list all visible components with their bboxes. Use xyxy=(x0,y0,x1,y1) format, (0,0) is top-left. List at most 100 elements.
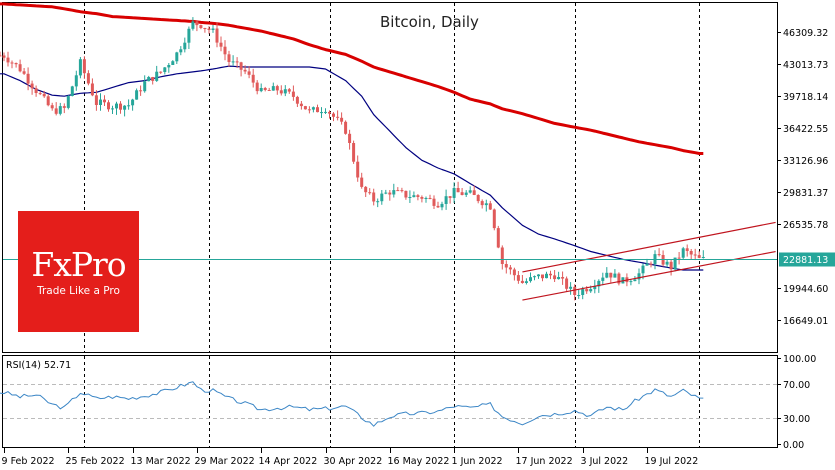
price-tick-label: 29831.37 xyxy=(783,188,828,199)
candle-body xyxy=(456,188,460,193)
candle-body xyxy=(295,96,299,104)
candle-body xyxy=(452,188,456,198)
chart-title: Bitcoin, Daily xyxy=(380,13,479,31)
candle-body xyxy=(332,113,335,117)
rsi-tick-label: 70.00 xyxy=(783,380,810,391)
time-tick-label: 29 Mar 2022 xyxy=(195,456,255,467)
candle-body xyxy=(251,74,255,83)
candle-body xyxy=(259,88,263,92)
candle-body xyxy=(524,281,528,283)
candle-body xyxy=(472,190,476,195)
candle-body xyxy=(82,59,86,74)
candle-body xyxy=(107,102,110,110)
candle-body xyxy=(243,69,247,72)
candle-body xyxy=(384,192,388,194)
candle-body xyxy=(271,86,275,91)
candle-body xyxy=(311,107,315,110)
candle-body xyxy=(512,269,516,276)
rsi-path xyxy=(0,381,704,427)
rsi-tick-label: 100.00 xyxy=(783,354,816,365)
time-tick-label: 14 Apr 2022 xyxy=(259,456,318,467)
candle-body xyxy=(657,254,661,256)
candle-body xyxy=(223,46,227,55)
candle-body xyxy=(649,263,653,265)
fxpro-logo: FxPro Trade Like a Pro xyxy=(18,211,139,332)
candle-body xyxy=(448,196,452,198)
candle-body xyxy=(279,90,283,94)
candle-body xyxy=(388,192,392,195)
candle-body xyxy=(78,59,82,76)
candle-body xyxy=(336,116,340,118)
candle-body xyxy=(468,190,472,193)
candle-body xyxy=(565,278,569,289)
time-tick-label: 13 Mar 2022 xyxy=(131,456,191,467)
candle-body xyxy=(207,28,211,30)
rsi-level-lines xyxy=(3,384,777,419)
candle-body xyxy=(66,96,70,108)
current-price-label: 22881.13 xyxy=(783,255,828,266)
candle-body xyxy=(681,248,685,258)
candle-body xyxy=(70,86,74,96)
candle-body xyxy=(2,55,6,58)
current-price-tag xyxy=(779,252,835,267)
candle-body xyxy=(6,57,10,63)
candle-body xyxy=(597,280,601,287)
candle-body xyxy=(175,52,179,62)
price-tick-label: 36422.55 xyxy=(783,124,828,135)
candle-body xyxy=(187,28,191,43)
candle-body xyxy=(159,71,163,73)
candle-body xyxy=(183,42,187,50)
candle-body xyxy=(396,190,400,192)
price-tick-label: 46309.32 xyxy=(783,28,828,39)
candle-body xyxy=(344,121,348,134)
candle-body xyxy=(689,251,693,255)
time-tick-label: 3 Jul 2022 xyxy=(581,456,629,467)
candle-body xyxy=(119,103,122,110)
candle-body xyxy=(476,195,480,202)
candle-body xyxy=(90,83,94,96)
candle-body xyxy=(320,112,323,114)
candle-body xyxy=(549,273,552,276)
candle-body xyxy=(74,75,78,87)
candle-body xyxy=(299,103,303,107)
rsi-axis: 100.00 70.00 30.00 0.00 xyxy=(777,354,816,451)
candle-body xyxy=(444,196,448,204)
candle-body xyxy=(22,71,26,74)
candle-body xyxy=(231,61,235,63)
candle-body xyxy=(637,273,641,280)
candle-body xyxy=(428,198,432,199)
price-tick-label: 19944.60 xyxy=(783,284,828,295)
candle-body xyxy=(665,261,669,265)
candle-body xyxy=(287,89,291,92)
ma50-path xyxy=(0,65,704,271)
candle-body xyxy=(131,99,135,106)
price-tick-label: 43013.73 xyxy=(783,60,828,71)
candle-body xyxy=(440,203,444,208)
candle-body xyxy=(577,295,581,296)
candle-body xyxy=(697,255,701,258)
price-tick-label: 16649.01 xyxy=(783,316,828,327)
candle-body xyxy=(601,277,605,281)
candle-body xyxy=(62,106,66,108)
candle-body xyxy=(408,197,412,198)
time-tick-label: 17 Jun 2022 xyxy=(516,456,573,467)
candle-body xyxy=(0,55,2,57)
candle-body xyxy=(58,106,62,114)
candle-body xyxy=(139,90,143,92)
candle-body xyxy=(54,108,58,114)
candle-body xyxy=(155,71,159,81)
candle-body xyxy=(247,71,251,75)
time-tick-label: 30 Apr 2022 xyxy=(324,456,383,467)
candle-body xyxy=(211,28,215,30)
candle-body xyxy=(215,28,219,43)
candle-body xyxy=(516,275,520,281)
candle-body xyxy=(111,108,114,110)
candle-body xyxy=(412,195,416,198)
candle-body xyxy=(239,62,243,70)
candle-body xyxy=(569,286,573,289)
time-tick-label: 16 May 2022 xyxy=(388,456,450,467)
candle-body xyxy=(123,105,127,110)
rsi-tick-label: 30.00 xyxy=(783,414,810,425)
candle-body xyxy=(203,28,207,29)
candle-body xyxy=(480,201,484,206)
